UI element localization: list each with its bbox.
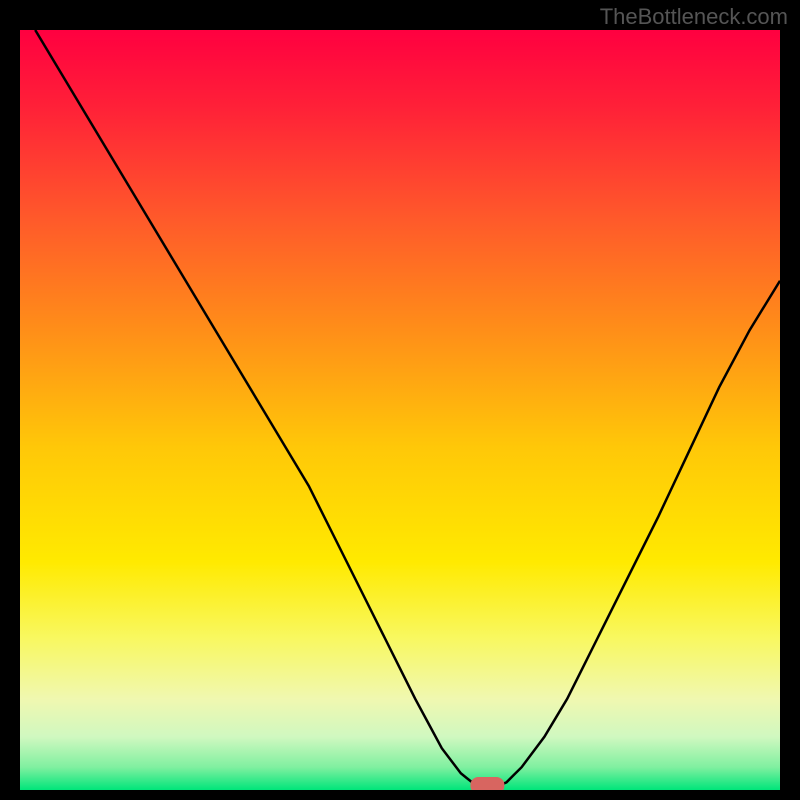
optimal-marker bbox=[470, 777, 504, 790]
watermark-text: TheBottleneck.com bbox=[600, 4, 788, 30]
chart-area bbox=[20, 30, 780, 790]
chart-svg bbox=[20, 30, 780, 790]
chart-background bbox=[20, 30, 780, 790]
